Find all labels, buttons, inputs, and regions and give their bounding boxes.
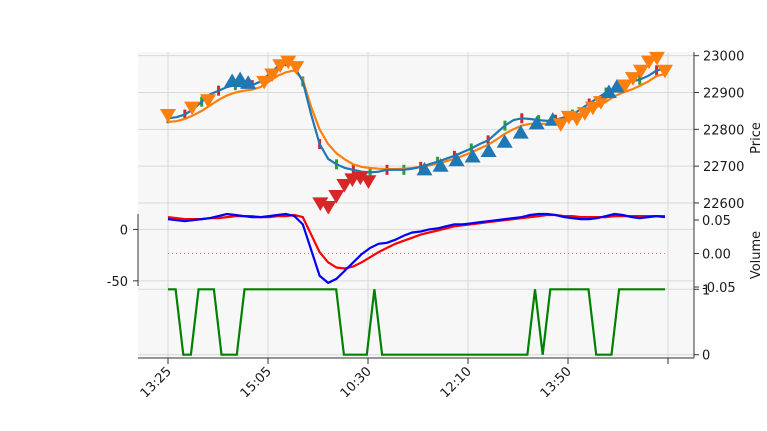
- indicator-y-ticks: 0 -50 0.05 0.00 -0.05: [107, 214, 736, 296]
- price-tick-label: 22800: [703, 123, 744, 138]
- position-tick-label: 1: [702, 283, 710, 298]
- indicator-tick-label-right: 0.05: [702, 214, 731, 229]
- buy-marker: [416, 161, 433, 176]
- buy-marker: [512, 125, 529, 139]
- stop-marker: [360, 175, 377, 189]
- sell-marker: [648, 51, 665, 66]
- position-tick-label: 0: [702, 349, 710, 364]
- sell-marker: [592, 96, 609, 110]
- buy-marker: [480, 143, 497, 158]
- sell-marker: [552, 118, 569, 132]
- price-markers: [160, 51, 673, 215]
- position-panel-background: [138, 286, 694, 358]
- indicator-panel-background: [138, 214, 694, 286]
- buy-marker: [448, 152, 465, 167]
- sell-marker: [616, 79, 633, 94]
- indicator-axis-title: Volume: [749, 231, 764, 279]
- buy-marker: [240, 75, 257, 89]
- position-line: [168, 288, 665, 356]
- sell-marker: [624, 72, 641, 86]
- indicator-panel: 0 -50 0.05 0.00 -0.05 Volume: [107, 212, 764, 296]
- price-tick-label: 23000: [703, 50, 744, 65]
- price-axis-title: Price: [749, 122, 764, 154]
- sell-marker: [568, 112, 585, 127]
- price-panel-background: [138, 52, 694, 214]
- buy-marker: [432, 158, 449, 172]
- sell-marker: [200, 94, 217, 108]
- buy-marker: [600, 84, 617, 99]
- sell-marker: [288, 61, 305, 75]
- price-gridlines: [138, 52, 694, 214]
- price-y-ticks: 22600 22700 22800 22900 23000: [694, 50, 744, 212]
- buy-marker: [232, 71, 249, 86]
- sell-marker: [584, 101, 601, 116]
- sell-marker: [264, 68, 281, 83]
- sell-marker: [256, 75, 273, 90]
- buy-marker: [528, 115, 545, 130]
- indicator-tick-label-right: -0.05: [702, 281, 736, 296]
- indicator-tick-label-left: 0: [120, 223, 128, 238]
- position-y-ticks: 10: [694, 283, 710, 364]
- sell-marker: [657, 64, 673, 79]
- position-series: [168, 288, 665, 356]
- sell-marker: [272, 59, 289, 73]
- indicator-tick-label-right: 0.00: [702, 248, 731, 263]
- sell-marker: [576, 107, 593, 121]
- buy-marker: [608, 78, 625, 93]
- price-tick-label: 22900: [703, 87, 744, 102]
- sell-marker: [640, 55, 657, 70]
- sell-marker: [632, 64, 649, 79]
- macd-line: [167, 212, 666, 285]
- price-panel: 22600 22700 22800 22900 23000 Price: [138, 50, 764, 215]
- price-tick-label: 22600: [703, 197, 744, 212]
- sell-marker: [280, 55, 297, 70]
- indicator-series: [167, 212, 666, 285]
- stop-marker: [328, 189, 345, 204]
- stop-marker: [320, 201, 337, 215]
- sell-marker: [184, 101, 201, 116]
- price-tick-label: 22700: [703, 160, 744, 175]
- buy-marker: [464, 148, 481, 163]
- indicator-tick-label-left: -50: [107, 275, 128, 290]
- position-panel: 10: [138, 283, 710, 364]
- stop-marker: [336, 178, 353, 193]
- sell-marker: [160, 108, 176, 123]
- stop-marker: [352, 171, 369, 186]
- indicator-gridlines: [138, 214, 694, 286]
- buy-marker: [496, 134, 513, 148]
- stop-marker: [312, 197, 329, 211]
